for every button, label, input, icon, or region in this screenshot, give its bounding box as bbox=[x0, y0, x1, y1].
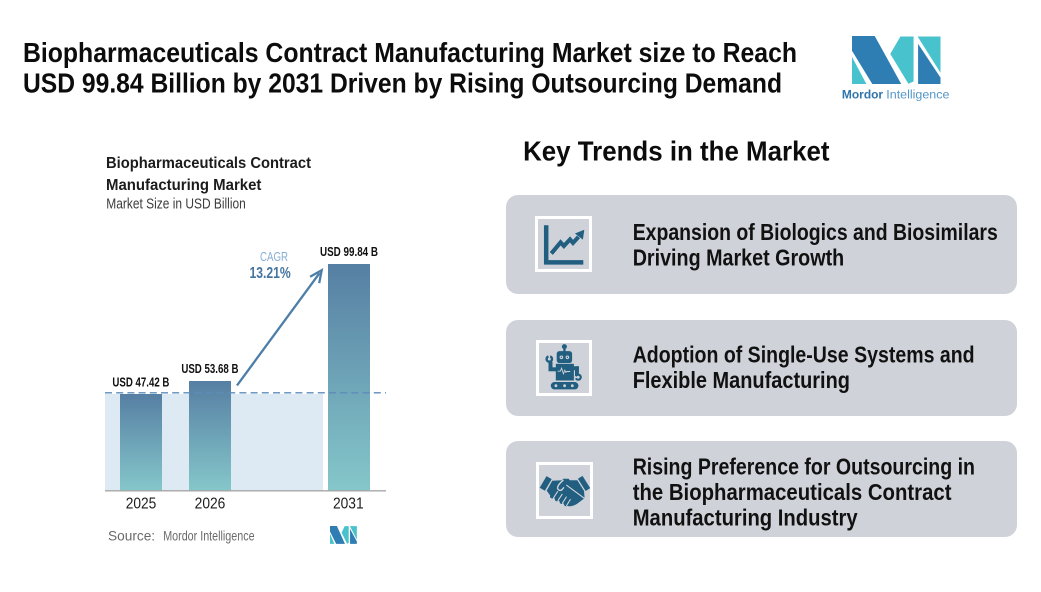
svg-text:Market Size in USD Billion: Market Size in USD Billion bbox=[106, 196, 246, 212]
svg-text:Flexible Manufacturing: Flexible Manufacturing bbox=[633, 367, 850, 393]
svg-text:Manufacturing Industry: Manufacturing Industry bbox=[633, 505, 858, 531]
svg-text:Mordor: Mordor bbox=[842, 87, 883, 101]
svg-text:Adoption of Single-Use Systems: Adoption of Single-Use Systems and bbox=[633, 341, 975, 367]
svg-text:USD 53.68 B: USD 53.68 B bbox=[181, 361, 238, 376]
svg-text:Intelligence: Intelligence bbox=[886, 87, 949, 101]
svg-text:Driving Market Growth: Driving Market Growth bbox=[633, 245, 845, 271]
svg-text:Biopharmaceuticals Contract: Biopharmaceuticals Contract bbox=[106, 155, 311, 172]
svg-text:Biopharmaceuticals Contract Ma: Biopharmaceuticals Contract Manufacturin… bbox=[23, 37, 797, 68]
svg-text:2031: 2031 bbox=[333, 495, 364, 512]
svg-text:2026: 2026 bbox=[195, 495, 226, 512]
svg-text:CAGR: CAGR bbox=[260, 249, 288, 264]
svg-text:Rising Preference for Outsourc: Rising Preference for Outsourcing in bbox=[633, 454, 975, 480]
svg-text:Mordor Intelligence: Mordor Intelligence bbox=[163, 527, 255, 543]
svg-text:Source:: Source: bbox=[108, 527, 155, 543]
svg-text:USD 99.84 Billion by 2031 Driv: USD 99.84 Billion by 2031 Driven by Risi… bbox=[23, 68, 782, 99]
svg-text:the Biopharmaceuticals Contrac: the Biopharmaceuticals Contract bbox=[633, 479, 952, 505]
svg-text:2025: 2025 bbox=[126, 495, 157, 512]
svg-text:USD 99.84 B: USD 99.84 B bbox=[320, 244, 378, 259]
svg-text:Expansion of Biologics and Bio: Expansion of Biologics and Biosimilars bbox=[633, 219, 998, 245]
svg-text:Manufacturing Market: Manufacturing Market bbox=[106, 177, 261, 194]
svg-text:13.21%: 13.21% bbox=[249, 265, 290, 282]
svg-text:USD 47.42 B: USD 47.42 B bbox=[112, 375, 169, 390]
svg-text:Key Trends in the Market: Key Trends in the Market bbox=[523, 136, 829, 167]
